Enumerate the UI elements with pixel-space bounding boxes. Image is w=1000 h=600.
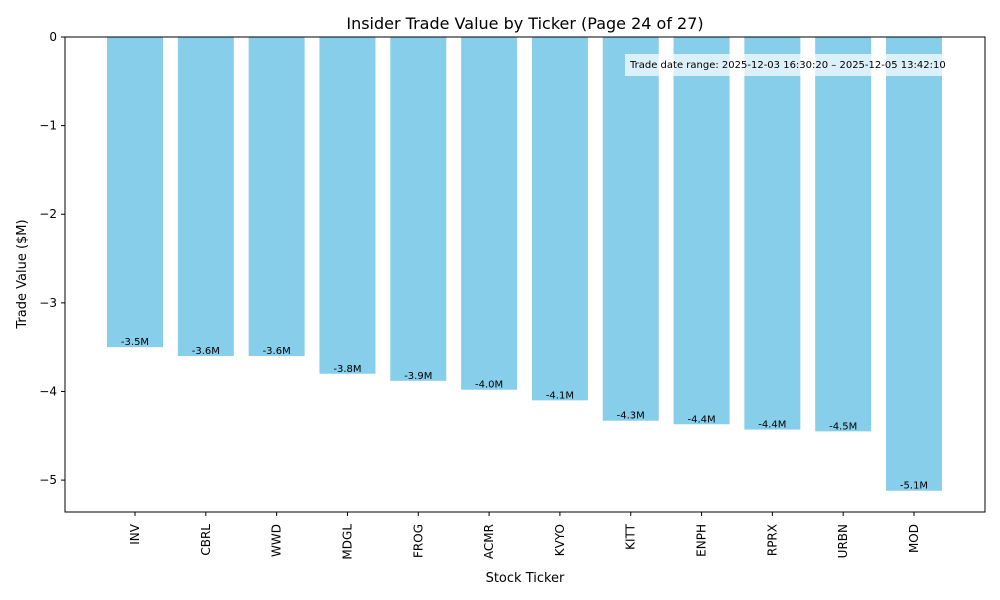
x-tick-label: WWD [270,524,284,557]
x-tick-label: CBRL [199,524,213,556]
y-axis-label: Trade Value ($M) [15,219,30,329]
chart-title: Insider Trade Value by Ticker (Page 24 o… [346,14,703,33]
x-tick-label: ENPH [695,524,709,557]
bar-enph [673,37,730,425]
bar-value-label: -3.6M [263,346,291,357]
x-axis-label: Stock Ticker [486,571,565,586]
bar-value-label: -4.3M [617,411,645,422]
bar-value-label: -3.9M [404,371,432,382]
bar-value-label: -5.1M [900,481,928,492]
bar-value-label: -3.5M [121,337,149,348]
y-tick-label: −3 [39,296,57,310]
x-tick-label: ACMR [482,524,496,559]
bar-wwd [248,37,305,357]
bar-urbn [815,37,872,432]
bar-kvyo [531,37,588,401]
bar-inv [107,37,163,348]
bar-labels-group: -3.5M -3.6M -3.6M -3.8M -3.9M -4.0M -4.1M -4.3M… [121,337,928,492]
bar-cbrl [177,37,234,357]
bar-value-label: -4.4M [758,420,786,431]
x-tick-label: KITT [624,523,638,550]
bar-value-label: -3.6M [192,346,220,357]
y-axis-ticks: 0 −1 −2 −3 −4 −5 [39,30,65,487]
x-tick-label: MDGL [340,524,354,560]
bar-value-label: -4.1M [546,390,574,401]
bar-value-label: -4.0M [475,380,503,391]
x-axis-ticks: INV CBRL WWD MDGL FROG ACMR KVYO KITT ENPH RPRX UR… [128,512,921,560]
x-tick-label: URBN [836,524,850,558]
y-tick-label: −1 [39,119,57,133]
x-tick-label: INV [128,523,142,545]
bar-mdgl [319,37,376,374]
bar-frog [390,37,447,381]
plot-frame [64,36,986,513]
x-tick-label: MOD [907,524,921,553]
annotation-text: Trade date range: 2025-12-03 16:30:20 – … [629,60,946,71]
x-tick-label: KVYO [553,524,567,556]
bar-rprx [744,37,801,430]
y-tick-label: 0 [49,30,57,44]
bar-value-label: -3.8M [333,364,361,375]
bar-kitt [602,37,659,421]
bar-acmr [461,37,518,390]
y-tick-label: −4 [39,384,57,398]
bar-mod [886,37,942,491]
bar-value-label: -4.4M [687,414,715,425]
x-tick-label: RPRX [765,524,779,556]
date-range-annotation: Trade date range: 2025-12-03 16:30:20 – … [625,54,985,76]
annotation-box [625,54,985,76]
x-tick-label: FROG [411,524,425,558]
y-tick-label: −5 [39,473,57,487]
bars-group [107,37,942,491]
y-tick-label: −2 [39,207,57,221]
bar-value-label: -4.5M [829,421,857,432]
